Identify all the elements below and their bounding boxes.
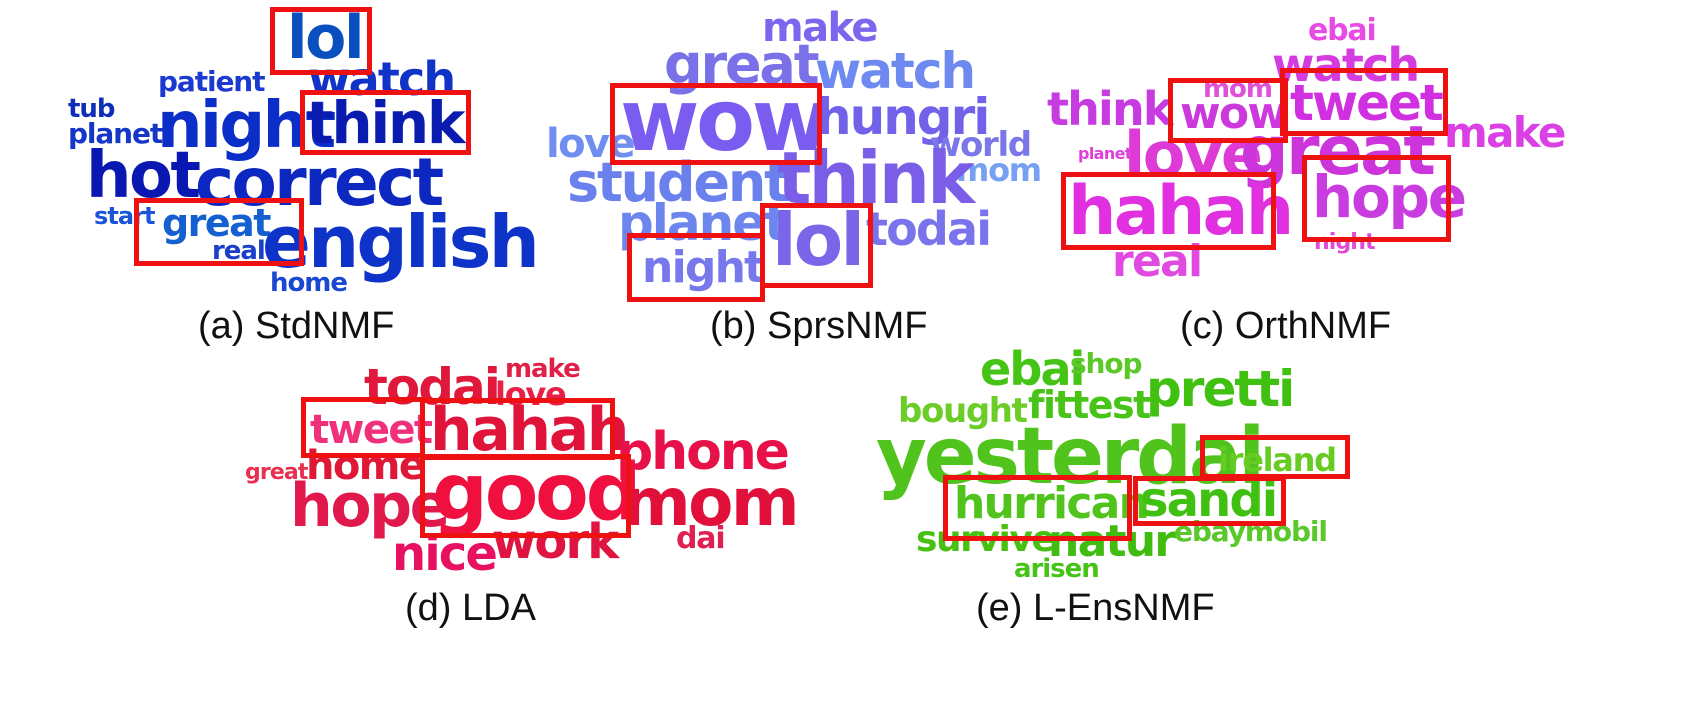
word-love: love xyxy=(546,121,636,167)
word-todai: todai xyxy=(364,358,501,416)
highlight-box-good xyxy=(420,454,631,538)
word-ebai: ebai xyxy=(1308,13,1377,48)
word-wow: wow xyxy=(1180,88,1288,139)
highlight-box-hope xyxy=(1302,155,1451,242)
highlight-box-tweet xyxy=(1280,68,1448,136)
word-make: make xyxy=(1444,108,1566,157)
highlight-box-wow xyxy=(1168,78,1288,143)
highlight-box-think xyxy=(300,90,471,155)
word-great: great xyxy=(162,201,271,245)
word-planet: planet xyxy=(68,117,163,150)
word-ebai: ebai xyxy=(980,342,1085,396)
word-dai: dai xyxy=(676,521,726,556)
word-work: work xyxy=(492,514,619,570)
caption-lda: (d) LDA xyxy=(405,587,536,629)
highlight-box-ireland xyxy=(1200,435,1350,479)
caption-orthnmf: (c) OrthNMF xyxy=(1180,305,1392,347)
word-pretti: pretti xyxy=(1146,360,1295,418)
word-watch: watch xyxy=(1272,38,1420,92)
word-correct: correct xyxy=(195,144,444,221)
word-think: think xyxy=(306,89,465,157)
word-mom: mom xyxy=(956,151,1042,189)
word-shop: shop xyxy=(1070,347,1143,380)
word-tweet: tweet xyxy=(1290,74,1444,132)
word-phone: phone xyxy=(616,422,790,482)
word-night: night xyxy=(642,242,765,293)
word-hahah: hahah xyxy=(1068,172,1294,251)
word-hungri: hungri xyxy=(816,88,990,146)
highlight-box-night xyxy=(627,233,765,302)
word-mom: mom xyxy=(622,464,800,541)
highlight-box-great xyxy=(134,198,304,266)
word-world: world xyxy=(930,125,1032,165)
word-think: think xyxy=(777,136,975,220)
word-tub: tub xyxy=(68,94,115,124)
word-todai: todai xyxy=(866,202,992,256)
word-good: good xyxy=(432,448,642,538)
word-nice: nice xyxy=(392,526,498,582)
word-hurrican: hurrican xyxy=(954,478,1150,529)
word-patient: patient xyxy=(158,65,266,98)
word-natur: natur xyxy=(1048,516,1176,567)
word-wow: wow xyxy=(620,71,831,171)
word-lol: lol xyxy=(772,198,865,282)
word-night: night xyxy=(157,89,336,163)
highlight-box-hurrican xyxy=(943,475,1132,541)
word-great: great xyxy=(664,33,820,96)
word-home: home xyxy=(270,268,348,298)
highlight-box-lol xyxy=(760,203,873,288)
word-bought: bought xyxy=(898,391,1028,431)
caption-l-ensnmf: (e) L-EnsNMF xyxy=(976,587,1215,629)
word-arisen: arisen xyxy=(1014,554,1100,584)
word-planet: planet xyxy=(1078,144,1132,163)
word-english: english xyxy=(262,200,540,284)
word-watch: watch xyxy=(815,42,976,100)
word-planet: planet xyxy=(618,194,788,252)
word-lol: lol xyxy=(287,3,365,73)
highlight-box-hahah xyxy=(420,398,615,460)
word-sandi: sandi xyxy=(1140,472,1278,528)
caption-sprsnmf: (b) SprsNMF xyxy=(710,305,928,347)
word-fittest: fittest xyxy=(1028,383,1151,427)
word-make: make xyxy=(762,5,879,51)
word-hope: hope xyxy=(1312,163,1467,231)
word-make: make xyxy=(505,354,581,384)
word-hahah: hahah xyxy=(430,395,630,465)
highlight-box-hahah xyxy=(1061,172,1276,250)
word-start: start xyxy=(94,202,155,230)
word-tweet: tweet xyxy=(310,407,433,453)
word-hot: hot xyxy=(86,139,201,213)
highlight-box-tweet xyxy=(301,397,425,458)
word-great: great xyxy=(245,460,308,485)
word-real: real xyxy=(212,236,266,266)
highlight-box-sandi xyxy=(1133,476,1286,526)
highlight-box-lol xyxy=(270,7,372,75)
word-love: love xyxy=(495,375,567,413)
word-home: home xyxy=(306,443,426,489)
word-ireland: ireland xyxy=(1218,441,1337,479)
highlight-box-wow xyxy=(610,83,822,165)
caption-stdnmf: (a) StdNMF xyxy=(198,305,395,347)
word-think: think xyxy=(1047,82,1173,136)
